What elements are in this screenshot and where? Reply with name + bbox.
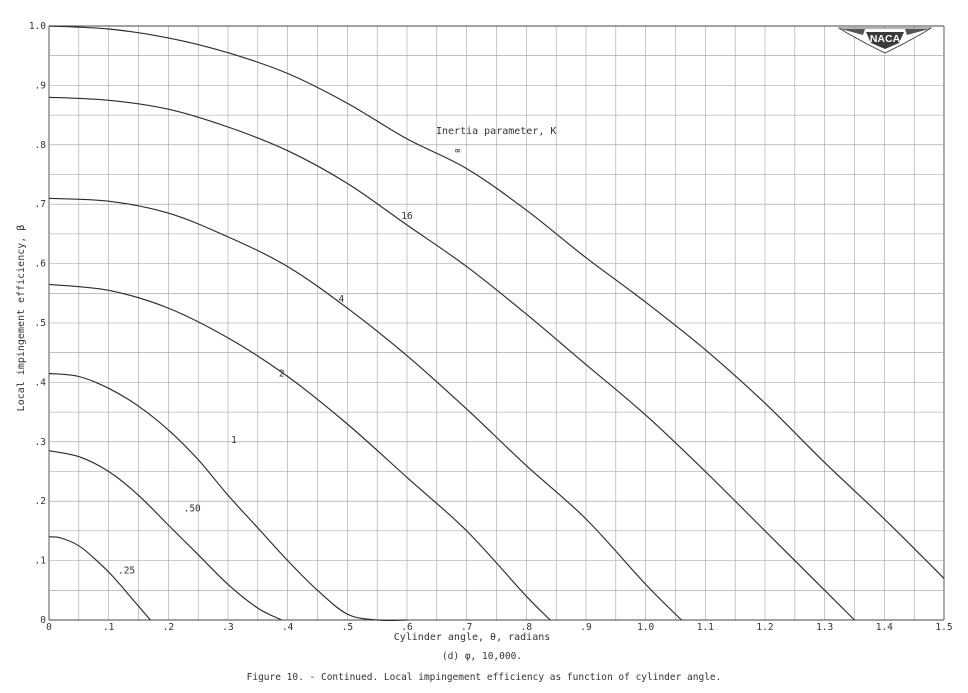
series-label: .25 [118,566,135,577]
series-curve [48,450,282,621]
series-curve [48,372,408,622]
x-tick-label: .4 [282,622,294,633]
y-tick-label: .7 [35,199,46,210]
y-tick-label: .9 [35,80,47,91]
series-curve [48,197,682,621]
series-labels: ∞ 16 4 2 1 .50 .25 [118,146,461,577]
y-tick-label: .5 [35,318,46,329]
y-tick-label: .3 [35,437,46,448]
logo-text: NACA [870,33,901,45]
y-tick-label: 0 [40,615,46,626]
series-label: .50 [184,503,201,514]
x-tick-label: 1.3 [816,622,833,633]
series-curve [48,96,855,621]
series-label: 2 [279,368,285,379]
x-axis-title: Cylinder angle, θ, radians [394,632,551,643]
x-tick-label: .3 [222,622,233,633]
x-tick-label: .6 [401,622,413,633]
naca-logo: NACA [837,27,933,54]
tick-labels: 0.1.2.3.4.5.6.7.8.9 1.0 1.1 1.2 1.3 1.4 1.50.1… [29,21,953,633]
series-curve [48,283,551,621]
series-curve [48,536,151,621]
series-label: ∞ [455,146,461,157]
x-tick-label: 1.4 [876,622,893,633]
series-label: 1 [231,435,237,446]
series-curve [48,25,945,579]
x-tick-label: .9 [580,622,592,633]
x-tick-label: 1.2 [756,622,773,633]
legend-title: Inertia parameter, K [436,126,556,137]
x-tick-label: .8 [521,622,533,633]
figure-caption: Figure 10. - Continued. Local impingemen… [247,672,722,683]
x-tick-label: .1 [103,622,115,633]
y-tick-label: .2 [35,496,46,507]
y-tick-label: .1 [35,556,47,567]
x-tick-label: 1.1 [697,622,714,633]
y-tick-label: .8 [35,140,47,151]
series-curves [48,25,945,622]
y-tick-label: .4 [35,377,47,388]
series-label: 16 [401,211,413,222]
y-axis-title: Local impingement efficiency, β [16,225,27,412]
x-tick-label: .7 [461,622,472,633]
gridlines [48,25,945,621]
x-tick-label: 0 [46,622,52,633]
y-tick-label: 1.0 [29,21,46,32]
x-tick-label: 1.5 [935,622,952,633]
series-label: 4 [338,294,344,305]
x-tick-label: 1.0 [637,622,654,633]
subcaption: (d) φ, 10,000. [442,651,522,662]
x-tick-label: .5 [342,622,353,633]
x-tick-label: .2 [163,622,174,633]
y-tick-label: .6 [35,259,47,270]
